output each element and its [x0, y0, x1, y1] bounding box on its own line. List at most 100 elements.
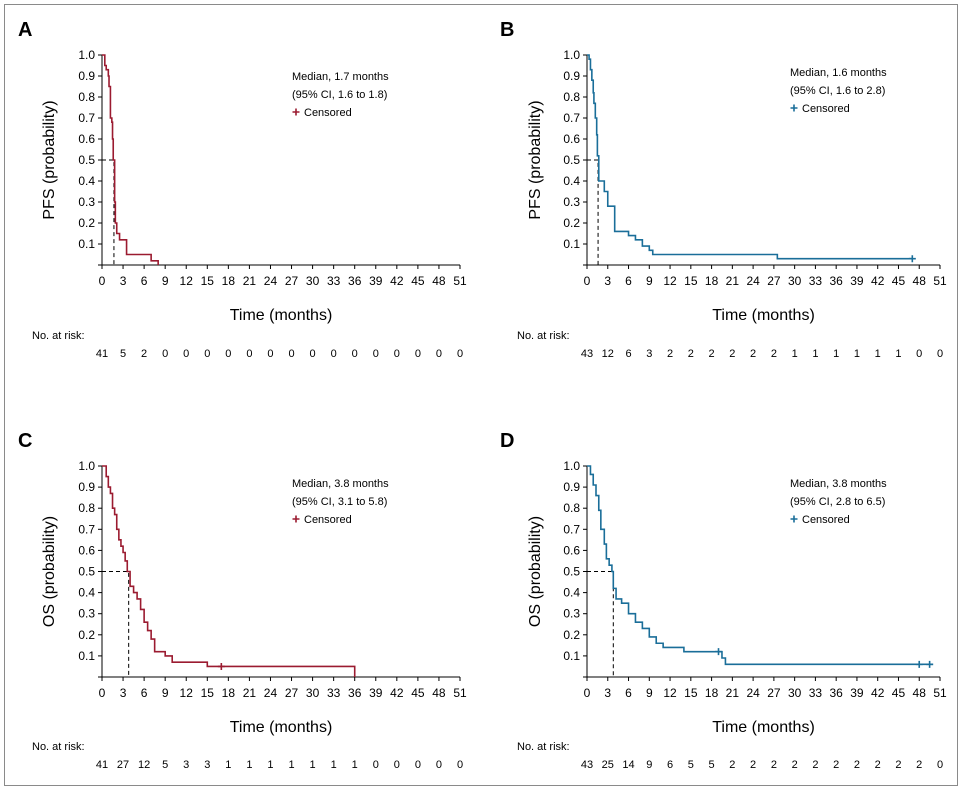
median-reference-line [102, 159, 115, 265]
x-tick-label: 24 [746, 686, 760, 700]
risk-value: 0 [373, 759, 379, 771]
x-tick-label: 27 [285, 686, 299, 700]
y-tick-label: 0.5 [563, 565, 580, 579]
panel-letter: C [18, 430, 32, 452]
y-tick-label: 0.9 [78, 69, 95, 83]
risk-value: 5 [688, 759, 694, 771]
x-tick-label: 33 [327, 686, 341, 700]
y-tick-label: 0.4 [78, 174, 95, 188]
risk-value: 0 [310, 348, 316, 360]
x-tick-label: 51 [933, 274, 947, 288]
censored-legend-label: Censored [802, 103, 850, 115]
y-tick-label: 0.3 [563, 195, 580, 209]
risk-value: 5 [162, 759, 168, 771]
median-annotation: Median, 3.8 months [292, 478, 389, 490]
risk-value: 1 [288, 759, 294, 771]
risk-value: 2 [792, 759, 798, 771]
x-tick-label: 0 [99, 686, 106, 700]
panel-a: A0.10.20.30.40.50.60.70.80.91.00 3 6 9 12 15 1… [18, 19, 467, 360]
risk-value: 25 [602, 759, 614, 771]
x-tick-label: 51 [453, 686, 467, 700]
panel-letter: A [18, 19, 32, 41]
censor-legend-icon [790, 104, 798, 112]
x-tick-label: 15 [684, 274, 698, 288]
x-tick-label: 27 [767, 686, 781, 700]
censor-mark [915, 660, 923, 668]
median-reference-line [587, 159, 599, 265]
risk-value: 1 [875, 348, 881, 360]
risk-value: 1 [331, 759, 337, 771]
x-tick-label: 12 [180, 686, 194, 700]
median-annotation: Median, 1.6 months [790, 67, 887, 79]
y-tick-label: 0.4 [78, 586, 95, 600]
y-tick-label: 0.4 [563, 586, 580, 600]
y-tick-label: 0.6 [78, 543, 95, 557]
risk-value: 2 [875, 759, 881, 771]
y-tick-label: 0.9 [563, 480, 580, 494]
y-axis-title: PFS (probability) [527, 100, 544, 219]
x-tick-label: 15 [201, 274, 215, 288]
risk-value: 0 [436, 759, 442, 771]
risk-value: 0 [331, 348, 337, 360]
y-tick-label: 0.6 [563, 132, 580, 146]
risk-value: 2 [667, 348, 673, 360]
panel-b: B0.10.20.30.40.50.60.70.80.91.00 3 6 9 12 15 1… [500, 19, 947, 360]
risk-value: 0 [288, 348, 294, 360]
y-tick-label: 0.3 [78, 195, 95, 209]
censored-legend-label: Censored [304, 514, 352, 526]
risk-value: 1 [833, 348, 839, 360]
risk-value: 2 [141, 348, 147, 360]
x-tick-label: 18 [705, 686, 719, 700]
x-tick-label: 30 [306, 686, 320, 700]
risk-value: 0 [436, 348, 442, 360]
risk-value: 0 [916, 348, 922, 360]
y-tick-label: 0.7 [78, 522, 95, 536]
risk-value: 2 [729, 348, 735, 360]
x-tick-label: 42 [390, 686, 404, 700]
y-tick-label: 0.6 [78, 132, 95, 146]
x-tick-label: 45 [411, 686, 425, 700]
risk-value: 2 [771, 759, 777, 771]
panel-d: D0.10.20.30.40.50.60.70.80.91.00 3 6 9 12 15 1… [500, 430, 947, 771]
y-tick-label: 0.8 [78, 90, 95, 104]
risk-value: 12 [138, 759, 150, 771]
risk-value: 43 [581, 348, 593, 360]
x-tick-label: 0 [99, 274, 106, 288]
risk-value: 0 [937, 759, 943, 771]
y-tick-label: 0.1 [78, 237, 95, 251]
risk-value: 41 [96, 759, 108, 771]
x-tick-label: 18 [222, 686, 236, 700]
x-tick-label: 18 [222, 274, 236, 288]
x-tick-label: 3 [120, 686, 127, 700]
panel-c: C0.10.20.30.40.50.60.70.80.91.00 3 6 9 12 15 1… [18, 430, 467, 771]
x-tick-label: 30 [788, 686, 802, 700]
risk-value: 0 [415, 759, 421, 771]
risk-table-label: No. at risk: [517, 741, 570, 753]
y-tick-label: 0.1 [78, 649, 95, 663]
y-axis-title: OS (probability) [527, 516, 544, 627]
km-curve-b [587, 54, 913, 260]
y-tick-label: 0.8 [563, 90, 580, 104]
x-tick-label: 51 [933, 686, 947, 700]
y-tick-label: 1.0 [78, 48, 95, 62]
y-tick-label: 0.7 [78, 111, 95, 125]
x-axis-title: Time (months) [712, 307, 815, 324]
risk-value: 0 [457, 348, 463, 360]
x-tick-label: 33 [809, 686, 823, 700]
risk-value: 14 [622, 759, 634, 771]
y-tick-label: 0.9 [563, 69, 580, 83]
x-tick-label: 48 [432, 686, 446, 700]
risk-value: 5 [120, 348, 126, 360]
x-tick-label: 33 [327, 274, 341, 288]
risk-value: 0 [352, 348, 358, 360]
y-tick-label: 0.2 [563, 216, 580, 230]
x-tick-label: 21 [243, 274, 257, 288]
risk-value: 3 [183, 759, 189, 771]
y-tick-label: 0.8 [78, 501, 95, 515]
x-tick-label: 45 [892, 274, 906, 288]
x-tick-label: 30 [788, 274, 802, 288]
x-tick-label: 30 [306, 274, 320, 288]
x-tick-label: 3 [604, 686, 611, 700]
median-reference-line [587, 571, 614, 677]
